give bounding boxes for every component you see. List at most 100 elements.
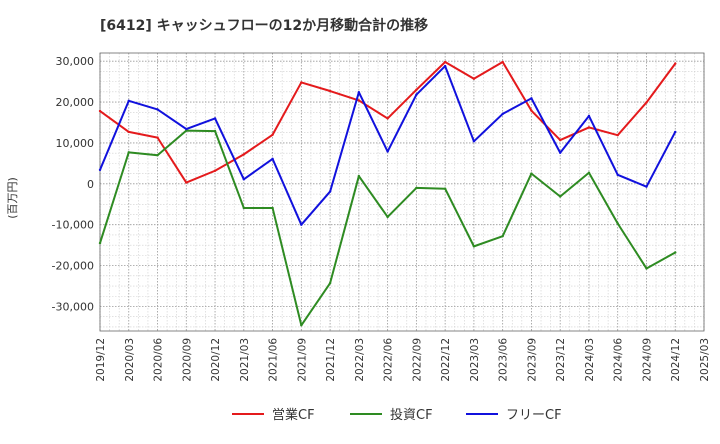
data-point [415, 186, 418, 190]
data-point [674, 251, 677, 254]
data-point [271, 206, 274, 210]
data-point [357, 99, 361, 102]
x-tick-label: 2023/06 [498, 338, 510, 382]
data-point [242, 178, 246, 181]
data-point [472, 245, 476, 248]
x-tick-label: 2022/12 [440, 338, 452, 382]
x-tick-label: 2023/12 [555, 338, 567, 382]
y-tick-label: -20,000 [52, 260, 94, 273]
data-point [271, 133, 274, 136]
x-tick-label: 2021/09 [296, 338, 308, 382]
data-point [587, 126, 591, 129]
data-point [616, 133, 619, 137]
data-point [127, 130, 130, 134]
data-point [127, 151, 130, 154]
data-point [501, 112, 504, 116]
data-point [271, 157, 274, 161]
data-point [674, 62, 677, 65]
data-point [328, 281, 332, 285]
x-tick-label: 2024/06 [613, 338, 625, 382]
data-point [443, 187, 447, 190]
data-point [415, 93, 418, 96]
x-tick-label: 2020/03 [124, 338, 136, 382]
data-point [472, 77, 476, 80]
data-point [156, 108, 159, 111]
x-tick-label: 2020/12 [210, 338, 222, 382]
legend: 営業CF 投資CF フリーCF [232, 407, 562, 423]
x-tick-label: 2021/06 [268, 338, 280, 382]
data-point [558, 138, 562, 142]
data-point [242, 153, 246, 156]
data-point [98, 109, 102, 113]
data-point [530, 172, 533, 175]
x-tick-label: 2025/03 [699, 338, 711, 382]
plot-frame [99, 52, 705, 332]
x-tick-label: 2021/03 [239, 338, 251, 382]
data-point [185, 127, 188, 131]
x-tick-label: 2021/12 [325, 338, 337, 382]
x-tick-label: 2024/09 [641, 338, 653, 382]
plot-background [100, 53, 704, 331]
x-tick-label: 2023/09 [526, 338, 538, 382]
y-tick-label: 0 [87, 178, 94, 191]
data-point [213, 117, 217, 120]
x-tick-label: 2022/06 [383, 338, 395, 382]
data-point [185, 181, 188, 184]
data-point [213, 169, 217, 172]
data-point [558, 195, 562, 198]
data-point [443, 64, 447, 68]
x-tick-label: 2022/09 [411, 338, 423, 382]
data-point [98, 241, 102, 245]
x-tick-label: 2020/06 [153, 338, 165, 382]
y-tick-label: 30,000 [56, 55, 95, 68]
legend-label: フリーCF [506, 408, 562, 423]
y-tick-label: 10,000 [56, 137, 95, 150]
data-point [645, 101, 648, 104]
data-point [357, 174, 361, 178]
plot-area: 30,000 20,000 10,000 0 -10,000 -20,000 -30,000… [52, 52, 711, 382]
data-point [386, 150, 389, 153]
data-point [300, 223, 303, 226]
data-point [242, 206, 246, 210]
y-tick-label: -10,000 [52, 219, 94, 232]
data-point [328, 190, 332, 193]
x-tick-label: 2020/09 [181, 338, 193, 382]
y-tick-label: 20,000 [56, 96, 95, 109]
data-point [501, 234, 504, 238]
x-tick-label: 2024/12 [670, 338, 682, 382]
y-tick-label: -30,000 [52, 300, 94, 313]
data-point [300, 324, 303, 327]
data-point [558, 151, 562, 154]
legend-label: 営業CF [272, 407, 315, 423]
data-point [501, 60, 504, 64]
data-point [415, 88, 418, 91]
data-point [156, 136, 159, 139]
data-point [443, 60, 447, 64]
data-point [156, 154, 159, 157]
data-point [587, 114, 591, 118]
data-point [530, 109, 533, 112]
data-point [127, 99, 130, 103]
data-point [530, 97, 533, 100]
data-point [472, 140, 476, 143]
data-point [674, 130, 677, 134]
data-point [213, 129, 217, 133]
data-point [616, 173, 619, 177]
data-point [616, 222, 619, 225]
data-point [386, 215, 389, 219]
x-tick-label: 2023/03 [469, 338, 481, 382]
y-axis-label: (百万円) [6, 177, 19, 219]
x-tick-label: 2022/03 [354, 338, 366, 382]
data-point [357, 91, 361, 94]
data-point [587, 171, 591, 174]
data-point [386, 117, 389, 120]
x-tick-label: 2024/03 [584, 338, 596, 382]
x-tick-label: 2019/12 [95, 338, 107, 382]
data-point [328, 89, 332, 93]
data-point [98, 168, 102, 172]
chart-title: [6412] キャッシュフローの12か月移動合計の推移 [100, 17, 428, 34]
data-point [645, 267, 648, 270]
data-point [645, 185, 648, 188]
